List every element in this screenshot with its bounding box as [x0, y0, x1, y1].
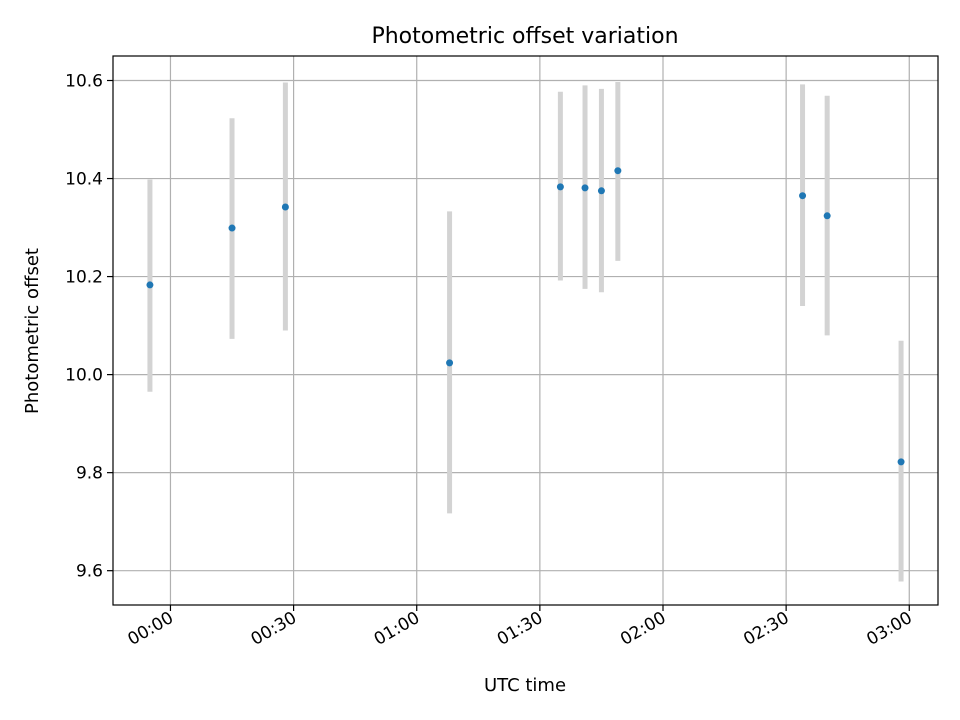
x-tick-label: 03:00: [863, 608, 915, 650]
x-ticks: 00:00 00:30 01:00 01:30 02:00 02:30 03:00: [125, 605, 916, 650]
y-ticks: 9.6 9.8 10.0 10.2 10.4 10.6: [65, 72, 113, 582]
data-point: [446, 359, 454, 367]
data-point: [597, 187, 605, 195]
x-tick-label: 01:30: [494, 608, 546, 650]
gridlines: [113, 56, 938, 605]
data-point: [281, 203, 289, 211]
y-tick-label: 10.4: [65, 170, 103, 190]
data-point: [146, 281, 154, 289]
data-point: [897, 458, 905, 466]
y-tick-label: 10.2: [65, 268, 103, 288]
data-point: [556, 183, 564, 191]
y-tick-label: 9.6: [76, 562, 103, 582]
x-tick-label: 00:00: [125, 608, 177, 650]
x-tick-label: 02:30: [740, 608, 792, 650]
x-tick-label: 01:00: [371, 608, 423, 650]
x-tick-label: 00:30: [248, 608, 300, 650]
data-points: [146, 167, 905, 466]
data-point: [799, 192, 807, 200]
x-axis-label: UTC time: [484, 675, 566, 696]
data-point: [228, 224, 236, 232]
x-tick-label: 02:00: [617, 608, 669, 650]
data-point: [614, 167, 622, 175]
plot-frame: [112, 55, 939, 606]
chart-title: Photometric offset variation: [371, 24, 678, 49]
y-tick-label: 10.6: [65, 72, 103, 92]
y-tick-label: 9.8: [76, 464, 103, 484]
data-point: [823, 212, 831, 220]
data-point: [581, 184, 589, 192]
y-tick-label: 10.0: [65, 366, 103, 386]
error-bars: [147, 81, 904, 582]
y-axis-label: Photometric offset: [22, 248, 43, 414]
